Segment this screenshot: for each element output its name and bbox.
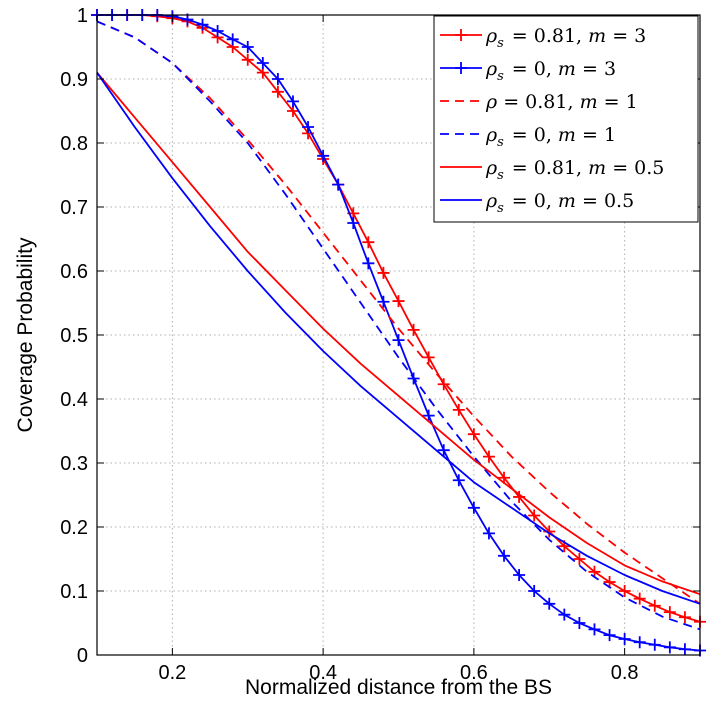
- legend-swatch-marker: [455, 62, 467, 74]
- data-point-marker: [543, 597, 556, 610]
- data-point-marker: [573, 553, 586, 565]
- data-point-marker: [437, 444, 450, 457]
- data-point-marker: [648, 638, 661, 651]
- data-point-marker: [271, 85, 284, 98]
- legend-label: ρs = 0, m = 0.5: [485, 190, 634, 216]
- series-5: [96, 72, 701, 596]
- series-6: [96, 72, 701, 605]
- data-point-marker: [271, 73, 284, 85]
- data-point-marker: [663, 641, 676, 654]
- data-point-marker: [362, 257, 375, 270]
- data-point-marker: [482, 450, 495, 463]
- data-point-marker: [196, 18, 209, 31]
- data-point-marker: [392, 334, 405, 347]
- y-axis-label: Coverage Probability: [14, 237, 37, 432]
- y-tick-label: 0.3: [60, 453, 88, 475]
- data-point-marker: [362, 236, 375, 249]
- data-point-marker: [286, 95, 299, 108]
- data-point-marker: [513, 569, 526, 581]
- legend-label: ρ = 0.81, m = 1: [485, 91, 638, 113]
- data-point-marker: [241, 41, 254, 53]
- data-point-marker: [618, 585, 631, 597]
- data-point-marker: [452, 403, 465, 416]
- data-point-marker: [633, 592, 646, 605]
- data-point-marker: [422, 351, 435, 364]
- y-tick-label: 0.7: [60, 197, 88, 219]
- data-point-marker: [422, 409, 435, 422]
- grid-lines: [97, 15, 700, 655]
- data-point-marker: [332, 178, 345, 191]
- y-tick-label: 0.8: [60, 133, 88, 155]
- x-tick-label: 0.8: [611, 662, 639, 684]
- legend: ρs = 0.81, m = 3 ρs = 0, m = 3 ρ = 0.81, m…: [433, 15, 699, 223]
- legend-swatch-marker: [455, 29, 467, 41]
- y-tick-label: 0.9: [60, 69, 88, 91]
- legend-box: [433, 15, 699, 223]
- data-point-marker: [226, 33, 239, 46]
- data-point-marker: [678, 611, 691, 624]
- legend-label: ρs = 0.81, m = 0.5: [485, 157, 664, 183]
- x-tick-label: 0.4: [309, 662, 337, 684]
- data-point-marker: [347, 217, 360, 229]
- data-point-marker: [633, 636, 646, 649]
- data-point-marker: [407, 323, 420, 336]
- data-point-marker: [573, 617, 586, 629]
- data-point-marker: [467, 501, 480, 514]
- data-point-marker: [618, 633, 631, 645]
- data-point-marker: [392, 295, 405, 308]
- data-point-marker: [588, 623, 601, 636]
- series-line: [96, 72, 701, 605]
- data-point-marker: [528, 509, 541, 522]
- data-point-marker: [528, 585, 541, 597]
- data-point-marker: [437, 378, 450, 391]
- series-line: [96, 20, 701, 605]
- legend-label: ρs = 0.81, m = 3: [485, 25, 646, 51]
- data-point-marker: [603, 629, 616, 642]
- series-4: [96, 20, 701, 631]
- series-3: [96, 20, 701, 605]
- data-point-marker: [482, 527, 495, 540]
- data-point-marker: [377, 295, 390, 308]
- y-tick-label: 0.1: [60, 581, 88, 603]
- series-line: [96, 20, 701, 631]
- data-point-marker: [467, 428, 480, 441]
- y-tick-label: 0.2: [60, 517, 88, 539]
- data-point-marker: [558, 608, 571, 621]
- data-point-marker: [256, 57, 269, 69]
- x-tick-label: 0.2: [158, 662, 186, 684]
- y-tick-label: 0.4: [60, 389, 88, 411]
- data-point-marker: [241, 53, 254, 66]
- data-point-marker: [498, 549, 511, 562]
- data-point-marker: [588, 565, 601, 578]
- data-point-marker: [663, 606, 676, 619]
- legend-label: ρs = 0, m = 3: [485, 58, 616, 84]
- y-tick-label: 0: [77, 645, 88, 667]
- data-point-marker: [678, 643, 691, 656]
- x-axis-label: Normalized distance from the BS: [245, 676, 552, 699]
- y-tick-label: 0.6: [60, 261, 88, 283]
- data-point-marker: [452, 474, 465, 487]
- data-point-marker: [648, 599, 661, 612]
- data-point-marker: [377, 266, 390, 279]
- data-point-marker: [302, 121, 315, 133]
- series-line: [96, 72, 701, 596]
- axis-ticks: 0.2 0.4 0.6 0.8 0 0.1 0.2 0.3 0.4 0.5 0.6 0.7 0.8 0.9…: [60, 5, 700, 684]
- x-tick-label: 0.6: [460, 662, 488, 684]
- legend-label: ρs = 0, m = 1: [485, 124, 616, 150]
- y-tick-label: 0.5: [60, 325, 88, 347]
- data-point-marker: [211, 25, 224, 37]
- data-point-marker: [603, 576, 616, 589]
- y-tick-label: 1: [77, 5, 88, 27]
- data-point-marker: [317, 149, 330, 162]
